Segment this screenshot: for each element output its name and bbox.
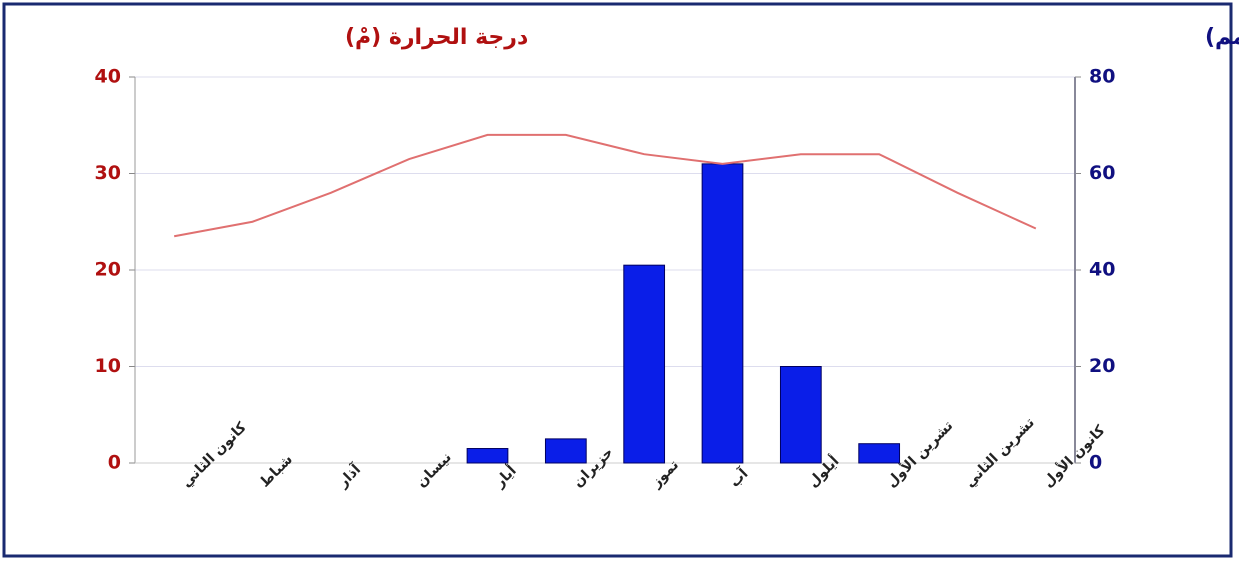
y-tick-label: 0 bbox=[108, 452, 121, 474]
y2-tick-label: 80 bbox=[1089, 66, 1115, 88]
y2-tick-label: 0 bbox=[1089, 452, 1102, 474]
x-tick-label: كانون الثاني bbox=[179, 419, 251, 491]
bar bbox=[858, 443, 901, 464]
y-axis-title: درجة الحرارة (مْ) bbox=[345, 25, 528, 50]
x-tick-label: آب bbox=[725, 464, 752, 491]
line bbox=[173, 133, 1037, 238]
y-tick-label: 30 bbox=[95, 162, 121, 184]
y-tick-label: 40 bbox=[95, 66, 121, 88]
y-tick-label: 20 bbox=[95, 259, 121, 281]
bar bbox=[701, 163, 744, 464]
bar bbox=[779, 366, 822, 464]
bar bbox=[623, 264, 666, 464]
y2-axis-title: كمية الهطل(مم) bbox=[1205, 25, 1239, 50]
y2-tick-label: 60 bbox=[1089, 162, 1115, 184]
bar bbox=[466, 448, 509, 464]
x-tick-label: نيسان bbox=[414, 449, 455, 490]
y2-tick-label: 20 bbox=[1089, 355, 1115, 377]
y-tick-label: 10 bbox=[95, 355, 121, 377]
x-tick-label: شباط bbox=[257, 452, 296, 491]
y2-tick-label: 40 bbox=[1089, 259, 1115, 281]
x-tick-label: أيار bbox=[490, 461, 520, 491]
bar bbox=[544, 438, 587, 464]
x-tick-label: تشرين الثاني bbox=[962, 415, 1038, 491]
x-tick-label: آذار bbox=[333, 460, 365, 492]
